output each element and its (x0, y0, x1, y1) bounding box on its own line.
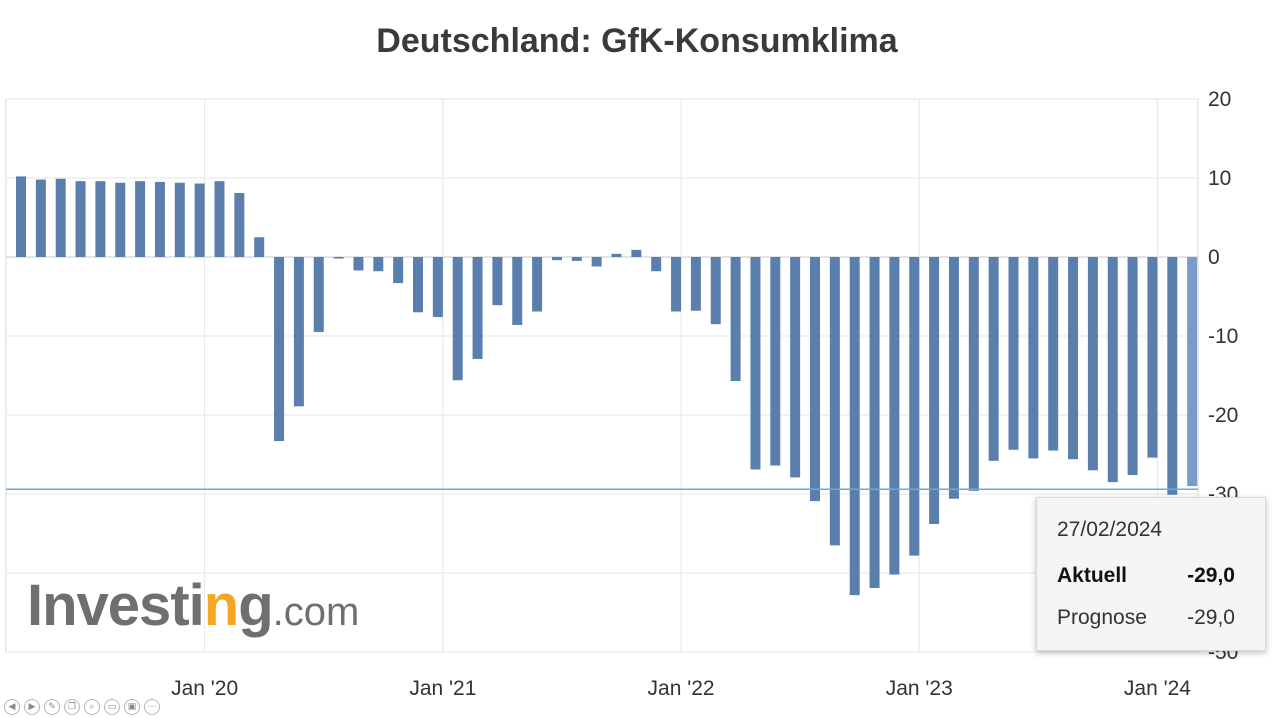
bar (869, 257, 880, 589)
bar (194, 183, 205, 257)
bar (174, 182, 185, 257)
bar (710, 257, 721, 325)
bar (413, 257, 423, 313)
bar (790, 257, 801, 478)
bar (829, 257, 840, 546)
tooltip-date: 27/02/2024 (1057, 518, 1163, 541)
bar (452, 257, 463, 381)
more-icon[interactable]: ⋯ (144, 699, 160, 715)
copy-icon[interactable]: ❐ (64, 699, 80, 715)
tooltip-forecast-row: Prognose -29,0 (1057, 606, 1235, 630)
bar (948, 257, 959, 499)
bar (1028, 257, 1039, 459)
y-tick-label: 0 (1208, 246, 1220, 269)
bar (889, 257, 900, 575)
bar (333, 257, 344, 259)
bar (254, 237, 265, 257)
investing-logo: Investing.com (27, 572, 359, 639)
x-tick-label: Jan '20 (171, 677, 238, 700)
bar (671, 257, 682, 312)
bar (849, 257, 860, 596)
y-tick-label: 20 (1208, 88, 1231, 111)
bar (234, 193, 245, 257)
chart-title: Deutschland: GfK-Konsumklima (376, 22, 898, 60)
bar (631, 249, 642, 257)
bar (909, 257, 920, 556)
bar (16, 176, 26, 257)
bar (75, 181, 86, 257)
bar (512, 257, 523, 325)
tooltip-forecast-value: -29,0 (1187, 606, 1235, 629)
x-tick-label: Jan '24 (1124, 677, 1191, 700)
bar (929, 257, 940, 525)
y-tick-label: -10 (1208, 325, 1238, 348)
bar (214, 181, 225, 257)
bar (472, 257, 483, 359)
logo-domain: .com (272, 590, 360, 634)
next-icon[interactable]: ▶ (24, 699, 40, 715)
bar (293, 257, 304, 407)
prev-icon[interactable]: ◀ (4, 699, 20, 715)
bar (1147, 257, 1158, 458)
x-tick-label: Jan '23 (886, 677, 953, 700)
bar (551, 257, 562, 261)
bar (730, 257, 741, 382)
bar (750, 257, 761, 470)
bar (154, 181, 165, 257)
logo-text-1: Investi (27, 573, 205, 638)
bar (115, 182, 126, 257)
x-tick-label: Jan '21 (409, 677, 476, 700)
logo-text-2: g (238, 573, 273, 638)
slide-icon[interactable]: ▭ (104, 699, 120, 715)
bar (810, 257, 820, 502)
bar (1048, 257, 1059, 451)
bar (135, 181, 146, 257)
bar (1107, 257, 1118, 483)
bar (532, 257, 543, 312)
y-tick-label: -20 (1208, 404, 1238, 427)
bar (353, 257, 364, 271)
video-icon[interactable]: ▣ (124, 699, 140, 715)
bar (1068, 257, 1079, 460)
bar (432, 257, 443, 318)
bar (770, 257, 781, 466)
bar (35, 179, 46, 257)
tooltip-forecast-label: Prognose (1057, 606, 1147, 629)
bar (690, 257, 701, 311)
bar (591, 257, 602, 267)
bar (1008, 257, 1019, 450)
tooltip-actual-row: Aktuell -29,0 (1057, 564, 1235, 588)
bar (988, 257, 999, 461)
bar (313, 257, 324, 333)
logo-accent: n (203, 573, 239, 638)
bar (1167, 257, 1178, 495)
bar (1087, 257, 1098, 471)
zoom-icon[interactable]: ⌕ (84, 699, 100, 715)
bar (571, 257, 582, 261)
bars (16, 176, 1198, 596)
tooltip-actual-label: Aktuell (1057, 564, 1128, 587)
bar (55, 178, 66, 257)
bar (95, 181, 106, 257)
bar (274, 257, 285, 442)
bar (651, 257, 662, 272)
bar (1187, 257, 1198, 487)
tooltip-actual-value: -29,0 (1187, 564, 1235, 587)
bar (373, 257, 384, 272)
tooltip: 27/02/2024 Aktuell -29,0 Prognose -29,0 (1036, 497, 1266, 651)
y-tick-label: 10 (1208, 167, 1231, 190)
bar (393, 257, 404, 284)
tooltip-date-row: 27/02/2024 (1057, 518, 1235, 542)
bar (1127, 257, 1138, 476)
plot-frame (5, 98, 1199, 653)
x-tick-label: Jan '22 (648, 677, 715, 700)
bar (492, 257, 503, 306)
bar (968, 257, 979, 491)
slide-toolbar: ◀ ▶ ✎ ❐ ⌕ ▭ ▣ ⋯ (4, 699, 160, 715)
bar (611, 253, 622, 257)
pen-icon[interactable]: ✎ (44, 699, 60, 715)
grid (5, 98, 1199, 653)
